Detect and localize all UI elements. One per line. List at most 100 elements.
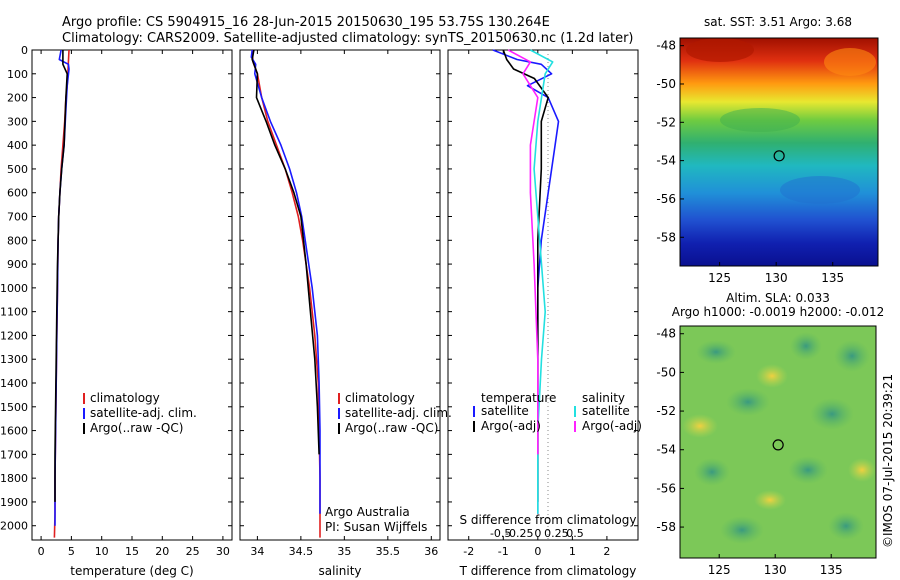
x-tick-label: 25 xyxy=(186,545,200,558)
legend-label-t-satellite: satellite xyxy=(481,404,529,418)
salinity-axis-label: salinity xyxy=(318,564,361,578)
x-tick-label: -1 xyxy=(498,545,509,558)
map-lon-tick-label: 130 xyxy=(764,563,787,577)
series-line-climatology xyxy=(251,49,321,538)
sla-low-anomaly xyxy=(788,456,828,484)
sla-low-anomaly xyxy=(694,458,730,486)
legend-label-climatology: climatology xyxy=(345,391,415,405)
map-lon-tick-label: 135 xyxy=(820,563,843,577)
series-line-s-argo-adj xyxy=(507,49,539,455)
x-tick-label: 36 xyxy=(424,545,438,558)
argo-australia-label: Argo Australia xyxy=(325,505,410,519)
sst-map-title: sat. SST: 3.51 Argo: 3.68 xyxy=(704,15,852,29)
map-lat-tick-label: -54 xyxy=(656,154,676,168)
depth-tick-label: 1300 xyxy=(0,353,28,366)
map-lon-tick-label: 125 xyxy=(708,271,731,285)
depth-tick-label: 1200 xyxy=(0,329,28,342)
s-diff-tick-label: -0.5 xyxy=(490,527,511,540)
depth-tick-label: 2000 xyxy=(0,520,28,533)
legend-label-s-argo: Argo(-adj) xyxy=(582,419,642,433)
depth-tick-label: 900 xyxy=(7,258,28,271)
difference-plot: -2 -1 0 1 2 -0.5-0.25 0 0.250.5 xyxy=(448,49,638,558)
legend-label-argo: Argo(..raw -QC) xyxy=(345,421,438,435)
temperature-panel-frame xyxy=(31,49,233,541)
map-lat-tick-label: -58 xyxy=(656,520,676,534)
sla-low-anomaly xyxy=(790,332,822,360)
map-lat-tick-label: -50 xyxy=(656,77,676,91)
x-tick-label: 34.5 xyxy=(289,545,314,558)
salinity-legend: climatology satellite-adj. clim. Argo(..… xyxy=(338,391,452,435)
legend-title-temperature: temperature xyxy=(481,391,556,405)
depth-tick-label: 800 xyxy=(7,234,28,247)
sla-map-axes: 125 130 135 -48 -50 -52 -54 -56 -58 xyxy=(656,327,842,577)
x-tick-label: 1 xyxy=(569,545,576,558)
legend-label-satellite: satellite-adj. clim. xyxy=(345,406,452,420)
sst-map-axes: 125 130 135 -48 -50 -52 -54 -56 -58 xyxy=(656,39,844,285)
legend-label-t-argo: Argo(-adj) xyxy=(481,419,541,433)
difference-legend: temperature satellite Argo(-adj) salinit… xyxy=(473,391,642,433)
x-tick-label: 0 xyxy=(38,545,45,558)
temperature-axis-label: temperature (deg C) xyxy=(70,564,193,578)
depth-tick-label: 1800 xyxy=(0,472,28,485)
map-lat-tick-label: -50 xyxy=(656,365,676,379)
depth-tick-label: 1400 xyxy=(0,377,28,390)
x-tick-label: 2 xyxy=(603,545,610,558)
salinity-panel-frame xyxy=(239,49,441,541)
sla-high-anomaly xyxy=(754,490,786,510)
sla-map-title: Altim. SLA: 0.033 xyxy=(726,291,830,305)
sst-cool-patch xyxy=(780,176,860,204)
depth-tick-label: 1700 xyxy=(0,448,28,461)
t-difference-axis-label: T difference from climatology xyxy=(459,564,637,578)
series-line-t-argo-adj xyxy=(502,49,550,502)
map-lat-tick-label: -56 xyxy=(656,481,676,495)
temperature-plot: 0 5 10 15 20 25 30 xyxy=(32,49,232,558)
legend-label-argo: Argo(..raw -QC) xyxy=(90,421,183,435)
sla-low-anomaly xyxy=(696,340,736,364)
x-tick-label: -2 xyxy=(463,545,474,558)
depth-tick-label: 400 xyxy=(7,139,28,152)
sla-low-anomaly xyxy=(834,340,870,372)
map-lat-tick-label: -52 xyxy=(656,404,676,418)
sla-low-anomaly xyxy=(810,398,854,430)
sla-map-subtitle: Argo h1000: -0.0019 h2000: -0.012 xyxy=(672,305,885,319)
map-lon-tick-label: 125 xyxy=(708,563,731,577)
x-tick-label: 30 xyxy=(216,545,230,558)
sla-map xyxy=(679,325,877,559)
series-line-argo-raw-qc xyxy=(54,50,68,502)
depth-tick-label: 1000 xyxy=(0,282,28,295)
sla-low-anomaly xyxy=(828,512,864,540)
sst-map xyxy=(679,37,879,267)
depth-tick-label: 700 xyxy=(7,211,28,224)
map-lat-tick-label: -58 xyxy=(656,230,676,244)
sla-high-anomaly xyxy=(756,364,788,388)
pi-label: PI: Susan Wijffels xyxy=(325,520,427,534)
depth-axis: 0 100 200 300 400 500 600 700 800 900 1000 1100 1200… xyxy=(0,44,28,533)
sla-map-frame xyxy=(679,325,877,559)
map-lat-tick-label: -48 xyxy=(656,39,676,53)
x-tick-label: 15 xyxy=(125,545,139,558)
s-diff-tick-label: 0.5 xyxy=(566,527,584,540)
x-tick-label: 0 xyxy=(534,545,541,558)
depth-tick-label: 0 xyxy=(21,44,28,57)
s-difference-axis-label: S difference from climatology xyxy=(460,513,637,527)
x-tick-label: 34 xyxy=(250,545,264,558)
legend-title-salinity: salinity xyxy=(582,391,625,405)
sst-map-frame xyxy=(679,37,879,267)
sla-high-anomaly xyxy=(682,414,718,438)
s-diff-tick-label: 0.25 xyxy=(544,527,569,540)
depth-tick-label: 600 xyxy=(7,187,28,200)
sst-map-field xyxy=(680,38,878,266)
x-tick-label: 35 xyxy=(337,545,351,558)
depth-tick-label: 100 xyxy=(7,68,28,81)
x-tick-label: 10 xyxy=(95,545,109,558)
sla-low-anomaly xyxy=(726,388,770,416)
depth-tick-label: 1500 xyxy=(0,401,28,414)
map-lat-tick-label: -48 xyxy=(656,327,676,341)
legend-label-satellite: satellite-adj. clim. xyxy=(90,406,197,420)
figure-title-line1: Argo profile: CS 5904915_16 28-Jun-2015 … xyxy=(62,15,550,30)
sst-warm-patch xyxy=(686,38,754,62)
depth-tick-label: 500 xyxy=(7,163,28,176)
series-line-t-satellite xyxy=(492,49,560,514)
sst-green-patch xyxy=(720,108,800,132)
depth-tick-label: 1600 xyxy=(0,425,28,438)
